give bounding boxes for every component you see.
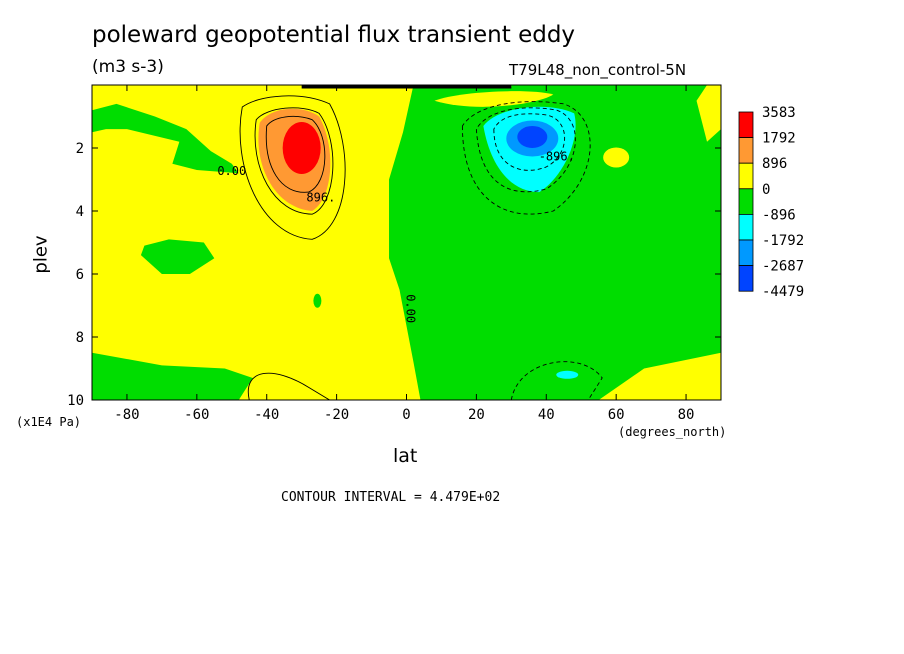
chart-units: (m3 s-3)	[92, 57, 164, 77]
colorbar-swatch-3	[738, 188, 754, 215]
contour-label-2: 896.	[306, 191, 335, 205]
x-tick-label-8: 80	[678, 407, 695, 423]
field-negative-main	[389, 85, 721, 400]
colorbar-swatch-4	[738, 213, 754, 241]
colorbar-label-0: 3583	[762, 105, 796, 121]
contour-pos-448	[239, 95, 346, 240]
y-units-label: (x1E4 Pa)	[16, 415, 82, 429]
field-positive-red	[282, 122, 321, 174]
colorbar-swatch-1	[738, 137, 754, 164]
contour-label-1: 0.00	[354, 77, 383, 91]
colorbar-label-1: 1792	[762, 131, 796, 147]
y-tick-label-3: 8	[76, 330, 84, 346]
contour-neg-1344	[493, 113, 566, 171]
x-tick-label-6: 40	[538, 407, 555, 423]
colorbar-label-5: -1792	[762, 233, 804, 249]
field-negative-west-upper	[92, 103, 239, 174]
contour-neg-896	[475, 107, 576, 193]
y-tick-label-0: 2	[76, 141, 84, 157]
field-negative-lowlevel	[556, 370, 579, 379]
contour-neg-448	[461, 101, 591, 215]
field-pocket-east	[603, 147, 630, 168]
x-units-label: (degrees_north)	[618, 425, 727, 439]
contour-pos-1344	[265, 115, 326, 193]
contour-pos-896	[254, 107, 334, 215]
x-tick-label-4: 0	[402, 407, 410, 423]
colorbar-label-3: 0	[762, 182, 770, 198]
contour-label-0: 0.00	[217, 164, 246, 178]
x-tick-label-1: -60	[184, 407, 209, 423]
x-axis-label: lat	[393, 445, 418, 467]
dataset-label: T79L48_non_control-5N	[509, 61, 687, 79]
field-negative-west-low	[92, 352, 253, 400]
field-negative-west-mid	[140, 239, 215, 274]
field-negative-darkblue	[517, 125, 548, 148]
colorbar-swatch-2	[738, 162, 754, 190]
x-tick-label-2: -40	[254, 407, 279, 423]
y-axis-label: plev	[30, 235, 52, 274]
y-tick-label-4: 10	[67, 393, 84, 409]
colorbar-swatch-6	[738, 265, 754, 292]
field-pocket-upper	[434, 91, 554, 107]
y-tick-label-2: 6	[76, 267, 84, 283]
x-tick-label-7: 60	[608, 407, 625, 423]
colorbar-swatch-5	[738, 239, 754, 267]
contour-neg-low	[510, 361, 603, 400]
field-negative-west-small	[313, 293, 322, 308]
colorbar-label-2: 896	[762, 156, 787, 172]
colorbar-label-7: -4479	[762, 284, 804, 300]
x-tick-label-5: 20	[468, 407, 485, 423]
contour-label-3: 0.00	[404, 294, 418, 323]
contour-interval-note: CONTOUR INTERVAL = 4.479E+02	[281, 490, 501, 505]
y-tick-label-1: 4	[76, 204, 84, 220]
colorbar-swatch-0	[738, 111, 754, 139]
colorbar-label-4: -896	[762, 207, 796, 223]
contour-fields: 0.00 0.00 896. 0.00 -896.	[92, 77, 721, 400]
colorbar-label-6: -2687	[762, 259, 804, 275]
chart-title: poleward geopotential flux transient edd…	[92, 22, 576, 48]
contour-label-4: -896.	[539, 150, 575, 164]
x-tick-label-3: -20	[324, 407, 349, 423]
x-tick-label-0: -80	[114, 407, 139, 423]
contour-pos-low	[247, 372, 330, 400]
